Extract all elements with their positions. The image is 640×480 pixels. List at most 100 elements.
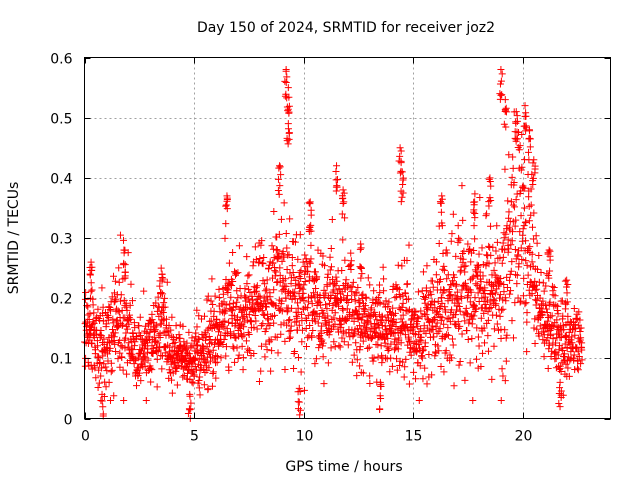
data-point	[409, 312, 417, 320]
data-point	[177, 347, 185, 355]
data-point	[294, 304, 302, 312]
data-point	[376, 289, 384, 297]
data-point	[370, 325, 378, 333]
data-point	[284, 120, 292, 128]
data-point	[222, 301, 230, 309]
data-point	[227, 293, 235, 301]
data-point	[204, 385, 212, 393]
data-point	[454, 296, 462, 304]
data-point	[308, 333, 316, 341]
data-point	[300, 281, 308, 289]
data-point	[126, 301, 134, 309]
data-point	[335, 342, 343, 350]
data-point	[466, 359, 474, 367]
y-tick-label: 0.6	[50, 52, 72, 68]
data-point	[578, 356, 586, 364]
data-point	[458, 286, 466, 294]
data-point	[492, 300, 500, 308]
data-point	[333, 162, 341, 170]
data-point	[472, 305, 480, 313]
data-point	[346, 333, 354, 341]
data-point	[399, 299, 407, 307]
data-point	[506, 276, 514, 284]
data-point	[475, 342, 483, 350]
data-point	[211, 359, 219, 367]
data-point	[350, 317, 358, 325]
data-point	[421, 339, 429, 347]
data-point	[84, 303, 92, 311]
data-point	[294, 280, 302, 288]
data-point	[456, 358, 464, 366]
data-point	[261, 353, 269, 361]
data-point	[305, 226, 313, 234]
data-point	[561, 332, 569, 340]
data-point	[377, 317, 385, 325]
data-point	[540, 331, 548, 339]
data-point	[533, 285, 541, 293]
data-point	[108, 366, 116, 374]
data-point	[253, 282, 261, 290]
data-point	[412, 308, 420, 316]
data-point	[340, 338, 348, 346]
data-point	[417, 307, 425, 315]
data-point	[563, 344, 571, 352]
data-point	[530, 209, 538, 217]
data-point	[439, 286, 447, 294]
data-point	[276, 163, 284, 171]
data-point	[257, 241, 265, 249]
data-point	[281, 275, 289, 283]
data-point	[476, 194, 484, 202]
data-point	[259, 260, 267, 268]
data-point	[99, 403, 107, 411]
data-point	[185, 328, 193, 336]
data-point	[519, 231, 527, 239]
data-point	[296, 268, 304, 276]
data-point	[321, 262, 329, 270]
data-point	[243, 316, 251, 324]
data-point	[414, 288, 422, 296]
data-point	[277, 215, 285, 223]
data-point	[526, 243, 534, 251]
data-point	[200, 349, 208, 357]
data-point	[537, 307, 545, 315]
data-point	[277, 306, 285, 314]
data-point	[397, 187, 405, 195]
data-point	[137, 377, 145, 385]
data-point	[299, 289, 307, 297]
data-point	[398, 262, 406, 270]
data-point	[508, 317, 516, 325]
data-point	[327, 245, 335, 253]
data-point	[96, 333, 104, 341]
data-point	[483, 319, 491, 327]
data-point	[267, 336, 275, 344]
data-point	[332, 176, 340, 184]
data-point	[368, 335, 376, 343]
data-point	[283, 73, 291, 81]
data-point	[376, 392, 384, 400]
data-point	[525, 217, 533, 225]
data-point	[270, 208, 278, 216]
data-point	[284, 251, 292, 259]
data-point	[507, 241, 515, 249]
data-point	[372, 312, 380, 320]
data-point	[526, 278, 534, 286]
data-point	[332, 273, 340, 281]
data-point	[230, 312, 238, 320]
data-point	[521, 102, 529, 110]
data-point	[516, 142, 524, 150]
data-point	[339, 199, 347, 207]
data-point	[470, 302, 478, 310]
data-point	[294, 405, 302, 413]
data-point	[161, 294, 169, 302]
data-point	[455, 361, 463, 369]
data-point	[276, 162, 284, 170]
data-point	[263, 285, 271, 293]
data-point	[372, 329, 380, 337]
data-point	[432, 258, 440, 266]
data-point	[274, 187, 282, 195]
data-point	[387, 340, 395, 348]
data-point	[540, 287, 548, 295]
data-point	[288, 304, 296, 312]
data-point	[375, 298, 383, 306]
data-point	[377, 318, 385, 326]
